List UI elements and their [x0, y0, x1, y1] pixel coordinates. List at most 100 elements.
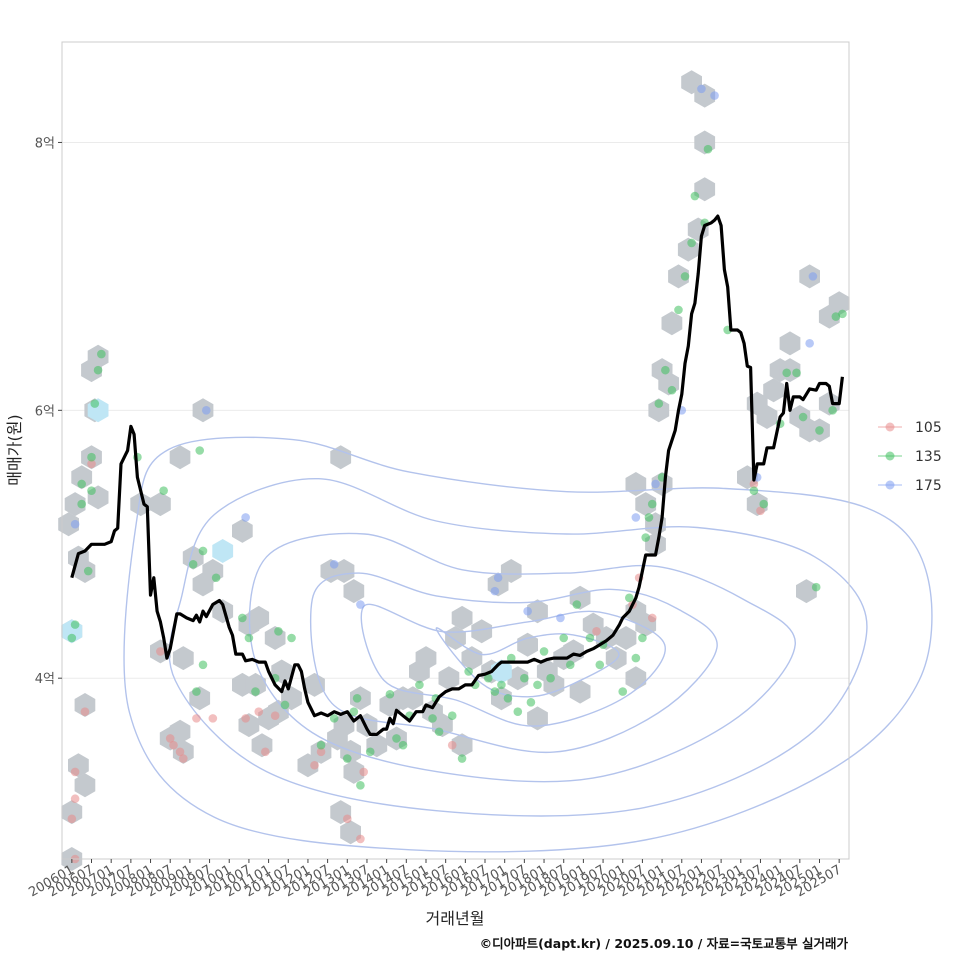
point-135	[838, 309, 847, 319]
point-135	[506, 653, 516, 663]
legend-item-135: 135	[878, 449, 942, 465]
hex-cell	[648, 398, 670, 423]
point-135	[365, 747, 375, 757]
point-135	[87, 486, 96, 495]
point-105	[356, 834, 365, 844]
point-135	[77, 479, 86, 489]
point-135	[703, 144, 713, 154]
point-105	[208, 714, 218, 723]
source-caption: ©디아파트(dapt.kr) / 2025.09.10 / 자료=국토교통부 실…	[480, 936, 849, 951]
legend-key-dot	[885, 422, 895, 432]
hex-cell	[500, 559, 522, 583]
point-175	[490, 586, 500, 596]
y-tick-label: 6억	[35, 404, 55, 419]
point-175	[710, 91, 719, 100]
point-135	[782, 368, 791, 378]
point-135	[274, 627, 283, 636]
point-105	[342, 814, 352, 824]
point-135	[97, 349, 106, 359]
point-135	[352, 693, 362, 703]
hex-cell	[694, 177, 716, 202]
density-contour	[168, 477, 868, 817]
hex-cell	[527, 706, 548, 731]
point-135	[70, 620, 80, 629]
hex-cell	[615, 626, 637, 650]
hex-cell	[756, 405, 778, 429]
legend-key-dot	[885, 480, 895, 490]
hex-cell	[828, 291, 850, 316]
hex-cell	[415, 646, 437, 671]
point-135	[83, 566, 93, 576]
hex-cell	[796, 579, 817, 604]
point-105	[67, 814, 77, 824]
legend-label: 175	[915, 478, 942, 494]
point-135	[447, 711, 457, 720]
point-135	[631, 653, 641, 663]
hex-cell	[340, 820, 361, 845]
hex-cell	[232, 518, 253, 543]
point-135	[497, 680, 506, 690]
hex-cell	[779, 331, 801, 356]
hex-cell	[507, 666, 529, 691]
hex-cell	[451, 605, 473, 630]
point-105	[70, 794, 80, 804]
hex-cell	[74, 693, 96, 717]
price-trend-line	[70, 214, 844, 736]
point-175	[70, 519, 80, 529]
point-135	[342, 754, 352, 763]
hex-cell	[668, 264, 689, 289]
point-105	[175, 747, 185, 757]
point-135	[67, 633, 77, 643]
hex-cell	[635, 492, 657, 517]
point-135	[828, 406, 837, 415]
point-135	[198, 546, 208, 556]
hex-cell	[661, 311, 683, 336]
point-135	[811, 582, 821, 592]
point-135	[457, 754, 467, 763]
point-135	[585, 633, 595, 643]
point-105	[87, 459, 96, 469]
hex-cell	[333, 713, 355, 738]
x-axis-title: 거래년월	[426, 909, 485, 928]
point-135	[815, 426, 824, 435]
point-135	[428, 714, 437, 723]
point-135	[490, 687, 500, 696]
hex-cell-light	[212, 539, 234, 563]
hex-cell	[169, 719, 191, 744]
hex-cell	[333, 559, 355, 583]
point-175	[808, 272, 818, 281]
hex-cell	[763, 378, 784, 403]
point-135	[618, 687, 628, 696]
density-contour	[360, 603, 666, 727]
point-175	[201, 406, 211, 415]
point-135	[385, 689, 395, 699]
point-135	[661, 365, 670, 375]
hex-cell	[248, 605, 270, 630]
point-135	[533, 680, 542, 690]
point-135	[77, 499, 86, 509]
point-135	[280, 700, 290, 710]
hex-cell	[150, 492, 171, 517]
point-105	[165, 734, 175, 743]
density-contour	[309, 572, 718, 754]
hex-cell	[58, 512, 79, 537]
point-175	[493, 573, 503, 583]
point-135	[595, 660, 605, 670]
point-135	[638, 633, 647, 643]
point-135	[434, 727, 444, 737]
point-105	[80, 707, 90, 716]
point-135	[647, 499, 657, 509]
point-175	[329, 560, 339, 569]
point-175	[556, 613, 565, 623]
hex-cell	[172, 646, 194, 671]
point-135	[792, 368, 801, 378]
point-135	[188, 560, 198, 569]
point-135	[316, 740, 326, 750]
hex-cell	[517, 632, 538, 657]
point-105	[169, 740, 178, 750]
point-105	[270, 711, 280, 720]
point-135	[572, 600, 582, 609]
point-105	[310, 760, 319, 770]
